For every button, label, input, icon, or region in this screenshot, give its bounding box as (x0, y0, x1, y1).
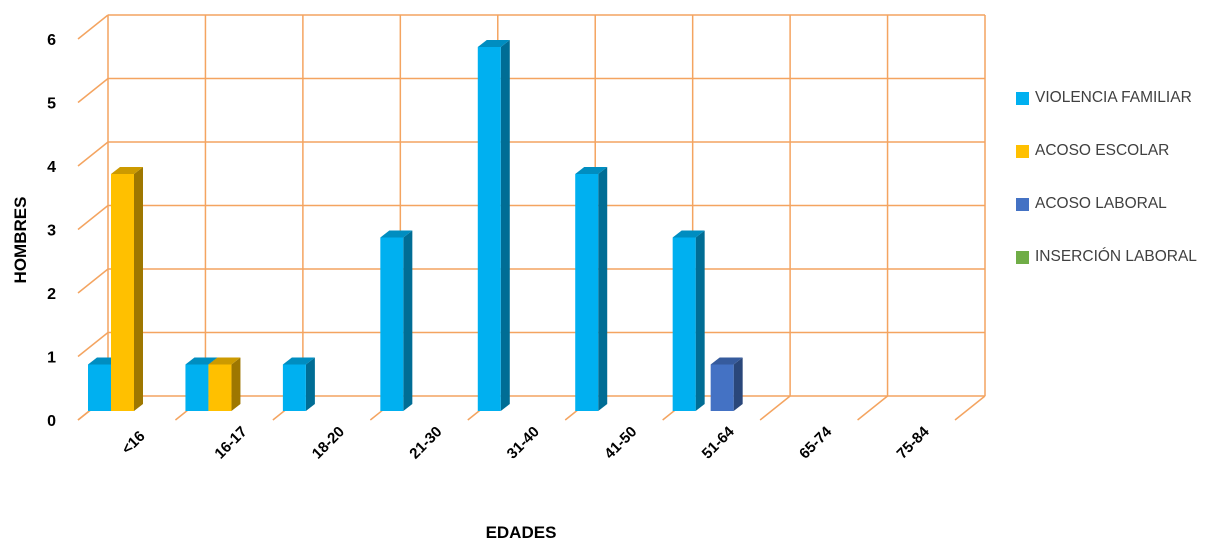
legend-label: INSERCIÓN LABORAL (1035, 248, 1197, 265)
grid-line-side (77, 331, 109, 358)
legend-item: INSERCIÓN LABORAL (1016, 247, 1197, 267)
grid-line-side (77, 141, 109, 167)
bar-front (710, 364, 734, 411)
y-tick-label: 3 (47, 223, 56, 240)
chart-bars (88, 40, 743, 411)
bar-top (477, 40, 510, 47)
bar-front (185, 364, 209, 411)
legend-item: VIOLENCIA FAMILIAR (1016, 88, 1197, 108)
bar (672, 230, 705, 411)
x-tick-label: 51-64 (699, 423, 739, 463)
legend-item: ACOSO ESCOLAR (1016, 141, 1197, 161)
bar (111, 167, 143, 411)
x-tick-label: 31-40 (504, 423, 543, 462)
legend-swatch (1016, 250, 1029, 264)
legend-item: ACOSO LABORAL (1016, 194, 1197, 214)
legend: VIOLENCIA FAMILIAR ACOSO ESCOLAR ACOSO LAB… (1016, 88, 1197, 300)
bar-top (282, 357, 315, 365)
grid-line-side (77, 14, 109, 40)
y-axis-label: HOMBRES (11, 197, 30, 284)
bar-side (231, 357, 241, 411)
bar (282, 357, 315, 411)
x-tick-label: 16-17 (211, 423, 250, 462)
bar (575, 167, 608, 411)
bar-top (380, 230, 413, 238)
grid-line-side (77, 268, 109, 294)
bar-top (185, 357, 218, 365)
x-tick-label: 65-74 (796, 423, 836, 463)
x-tick-label: 75-84 (894, 423, 934, 463)
x-tick-label: <16 (119, 428, 149, 458)
grid-line-side (77, 77, 109, 104)
y-tick-label: 5 (47, 96, 56, 113)
bar-side (500, 40, 510, 411)
bar-front (282, 364, 306, 411)
bar (208, 357, 241, 411)
legend-label: ACOSO LABORAL (1035, 195, 1167, 212)
bar-front (111, 174, 134, 411)
x-tick-label: 21-30 (406, 423, 445, 462)
bar-front (88, 364, 111, 411)
bar-side (733, 357, 743, 411)
bar-side (134, 167, 143, 411)
bar-top (575, 167, 608, 174)
legend-label: VIOLENCIA FAMILIAR (1035, 89, 1192, 106)
grid-line-floor (954, 395, 986, 421)
bar (380, 230, 413, 411)
x-axis-ticks: <16 16-17 18-20 21-30 31-40 41-50 51-64 65-74 75… (119, 423, 934, 463)
legend-label: ACOSO ESCOLAR (1035, 142, 1170, 159)
y-tick-label: 4 (47, 159, 56, 176)
legend-swatch (1016, 197, 1029, 211)
bar-front (380, 237, 404, 411)
bar-front (208, 364, 232, 411)
bar (710, 357, 743, 411)
y-tick-label: 2 (47, 286, 56, 303)
x-tick-label: 18-20 (309, 423, 348, 462)
y-tick-label: 6 (47, 32, 56, 49)
bar (477, 40, 510, 411)
y-tick-label: 0 (47, 413, 56, 430)
bar-side (403, 230, 413, 411)
bar-top (672, 230, 705, 238)
y-axis-ticks: 0 1 2 3 4 5 6 (47, 32, 56, 430)
bar-top (710, 357, 743, 365)
y-tick-label: 1 (47, 350, 56, 367)
x-axis-label: EDADES (486, 523, 557, 542)
bar-top (111, 167, 143, 174)
grid-line-side (77, 204, 109, 231)
legend-swatch (1016, 144, 1029, 158)
grid-line-floor (759, 395, 791, 421)
bar-side (598, 167, 608, 411)
x-tick-label: 41-50 (601, 423, 640, 462)
bar-front (575, 174, 599, 411)
legend-swatch (1016, 91, 1029, 105)
grid-line-floor (857, 395, 889, 421)
bar-side (305, 357, 315, 411)
bar-front (477, 47, 501, 411)
bar-front (672, 237, 696, 411)
bar-side (695, 230, 705, 411)
bar-top (208, 357, 241, 365)
